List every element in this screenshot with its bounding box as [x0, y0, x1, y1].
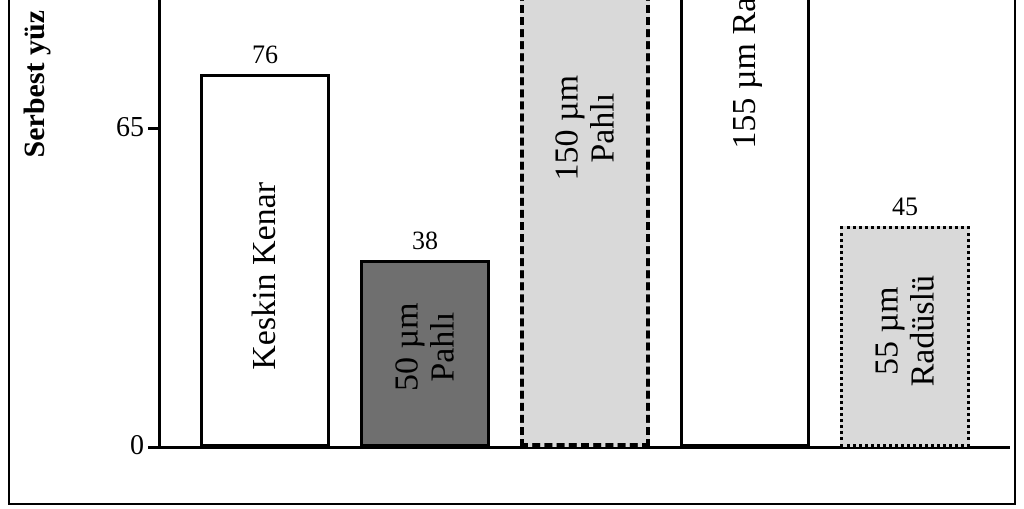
y-axis-line — [158, 0, 161, 447]
y-tick-65-label: 65 — [96, 112, 144, 144]
bar-chart: Serbest yüz 0 65 Keskin Kenar 76 50 µm P… — [0, 0, 1024, 509]
bar-label-150um-pahli: 150 µm Pahlı — [549, 75, 620, 181]
bar-keskin-kenar: Keskin Kenar — [200, 74, 330, 447]
bar-label-155um-raduslu: 155 µm Radüslü — [727, 0, 763, 149]
bar-150um-pahli: 150 µm Pahlı — [520, 0, 650, 447]
bar-value-50um-pahli: 38 — [412, 226, 438, 256]
y-tick-0-label: 0 — [110, 430, 144, 462]
bar-label-keskin-kenar: Keskin Kenar — [247, 182, 283, 370]
bar-label-50um-pahli: 50 µm Pahlı — [389, 302, 460, 391]
bar-55um-raduslu: 55 µm Radüslü — [840, 226, 970, 447]
bar-50um-pahli: 50 µm Pahlı — [360, 260, 490, 447]
bar-value-keskin-kenar: 76 — [252, 40, 278, 70]
bar-label-55um-raduslu: 55 µm Radüslü — [869, 275, 940, 386]
y-tick-65-mark — [148, 127, 160, 130]
bar-value-55um-raduslu: 45 — [892, 192, 918, 222]
y-axis-label: Serbest yüz — [18, 10, 52, 157]
bar-155um-raduslu: 155 µm Radüslü — [680, 0, 810, 447]
y-tick-0-mark — [148, 446, 160, 449]
